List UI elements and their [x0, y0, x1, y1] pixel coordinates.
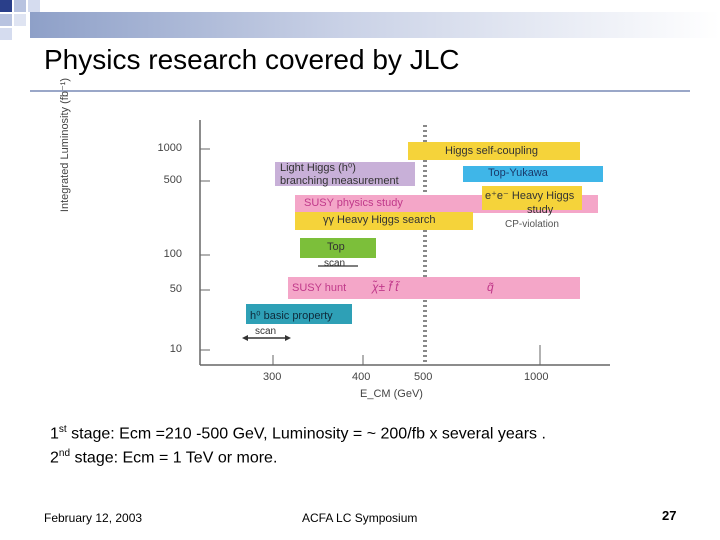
- label-top-yukawa: Top-Yukawa: [488, 167, 548, 179]
- label-susy-hunt: SUSY hunt: [292, 282, 347, 294]
- y-tick-1000: 1000: [157, 142, 182, 154]
- slide-title: Physics research covered by JLC: [44, 44, 460, 75]
- title-divider: [30, 90, 690, 92]
- y-axis-label: Integrated Luminosity (fb⁻¹): [59, 77, 71, 213]
- x-tick-500: 500: [414, 371, 433, 383]
- label-top-scan: scan: [324, 258, 346, 269]
- label-branching-measurement: branching measurement: [280, 175, 399, 187]
- page-number: 27: [662, 508, 677, 523]
- y-tick-500: 500: [163, 174, 182, 186]
- x-tick-1000: 1000: [524, 371, 549, 383]
- label-gg-heavy-higgs: γγ Heavy Higgs search: [323, 214, 436, 226]
- footer-event: ACFA LC Symposium: [302, 511, 418, 525]
- x-tick-400: 400: [352, 371, 371, 383]
- label-susy-hunt-q: q̃: [487, 280, 494, 294]
- label-h0-scan: scan: [255, 326, 277, 337]
- header-bar: [30, 12, 720, 38]
- label-h0-basic-property: h⁰ basic property: [250, 310, 333, 322]
- y-tick-100: 100: [163, 248, 182, 260]
- x-axis-label: E_CM (GeV): [360, 388, 423, 400]
- label-heavy-higgs-study: study: [527, 204, 554, 216]
- label-light-higgs: Light Higgs (h⁰): [280, 162, 356, 174]
- x-tick-300: 300: [263, 371, 282, 383]
- stage-2-text: 2nd stage: Ecm = 1 TeV or more.: [50, 448, 278, 467]
- stage-1-text: 1st stage: Ecm =210 -500 GeV, Luminosity…: [50, 424, 546, 443]
- chart-graphics: [199, 120, 610, 366]
- y-tick-50: 50: [169, 283, 182, 295]
- label-susy-hunt-particles: χ̃± f̃ t̃: [372, 280, 399, 294]
- y-tick-10: 10: [169, 343, 182, 355]
- label-top: Top: [327, 241, 345, 253]
- label-higgs-self-coupling: Higgs self-coupling: [445, 145, 538, 157]
- label-susy-physics: SUSY physics study: [304, 197, 403, 209]
- label-cp-violation: CP-violation: [505, 219, 559, 230]
- footer-date: February 12, 2003: [44, 511, 143, 525]
- label-heavy-higgs: e⁺e⁻ Heavy Higgs: [485, 190, 575, 202]
- corner-decoration: [0, 0, 160, 40]
